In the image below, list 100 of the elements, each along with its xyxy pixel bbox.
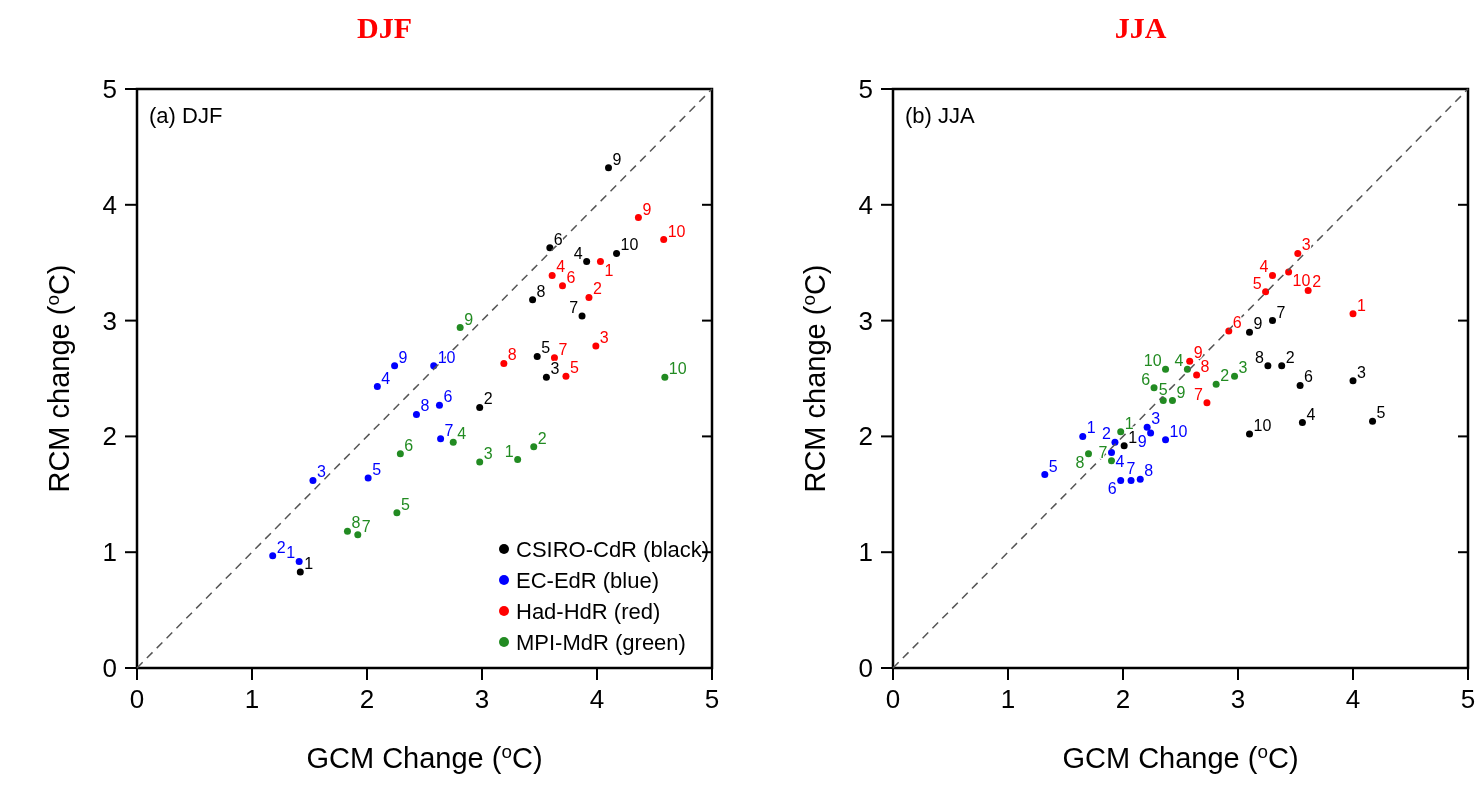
annotation: 7	[1098, 443, 1108, 461]
point	[500, 359, 508, 367]
annotation: 10	[668, 360, 687, 378]
x-tick-label: 5	[1460, 684, 1476, 714]
annotation: 8	[536, 282, 546, 300]
annotation: 8	[507, 346, 517, 364]
annotation: 5	[400, 495, 410, 513]
annotation: 4	[457, 425, 467, 443]
annotation: 4	[381, 369, 391, 387]
annotation: 5	[372, 461, 382, 479]
annotation: 5	[1252, 274, 1262, 292]
annotation: 4	[556, 258, 566, 276]
annotation: 7	[569, 298, 579, 316]
y-tick-label: 4	[102, 189, 117, 220]
y-tick-label: 0	[102, 653, 117, 683]
point	[542, 373, 550, 381]
annotation: (a) DJF	[149, 103, 223, 128]
x-tick-label: 2	[1115, 684, 1131, 714]
annotation: 2	[1220, 367, 1230, 385]
point	[1296, 381, 1304, 389]
y-tick-label: 2	[102, 421, 117, 452]
point	[1304, 286, 1312, 294]
annotation: 6	[553, 230, 563, 248]
point	[1278, 362, 1286, 370]
point	[548, 271, 556, 279]
y-tick-label: 4	[858, 189, 873, 220]
point	[476, 403, 484, 411]
legend-label: Had-HdR (red)	[516, 599, 661, 624]
point	[605, 164, 612, 172]
point	[373, 383, 381, 391]
y-tick-label: 1	[102, 537, 117, 568]
annotation: 10	[1253, 417, 1272, 435]
annotation: 7	[444, 421, 454, 439]
point	[391, 362, 399, 370]
point	[1186, 357, 1194, 365]
point	[1193, 371, 1201, 379]
annotation: 1	[304, 554, 314, 572]
chart-title: DJF	[357, 11, 412, 44]
annotation: 3	[483, 444, 493, 462]
point	[1117, 476, 1125, 484]
point	[476, 458, 484, 466]
y-tick-label: 5	[858, 74, 873, 104]
annotation: 4	[573, 244, 583, 262]
annotation: 8	[1254, 348, 1264, 366]
y-tick-label: 1	[858, 537, 873, 568]
point	[437, 435, 445, 443]
x-tick-label: 3	[1230, 684, 1246, 714]
annotation: 8	[1144, 462, 1154, 480]
y-tick-label: 0	[858, 653, 873, 683]
point	[456, 324, 464, 332]
point	[296, 568, 304, 576]
annotation: 2	[483, 390, 493, 408]
x-tick-label: 5	[704, 684, 720, 714]
annotation: 10	[1143, 352, 1162, 370]
point	[449, 438, 457, 446]
point	[1212, 380, 1220, 388]
point	[1246, 430, 1253, 438]
point	[661, 373, 669, 381]
point	[1203, 399, 1211, 407]
annotation: 7	[558, 340, 568, 358]
point	[514, 456, 522, 464]
annotation: 1	[286, 544, 296, 562]
annotation: 2	[1102, 425, 1112, 443]
annotation: 8	[1200, 358, 1210, 376]
annotation: 6	[1107, 480, 1117, 498]
annotation: (b) JJA	[905, 103, 975, 128]
annotation: 4	[1174, 352, 1184, 370]
point	[533, 353, 541, 360]
point	[396, 450, 404, 458]
annotation: 6	[1141, 370, 1151, 388]
point	[550, 354, 558, 362]
point	[530, 443, 538, 451]
x-tick-label: 3	[474, 684, 490, 714]
annotation: 7	[1194, 385, 1204, 403]
point	[1120, 442, 1128, 450]
x-tick-label: 1	[1000, 684, 1016, 714]
point	[1246, 328, 1253, 336]
point	[1143, 423, 1151, 431]
y-tick-label: 5	[102, 74, 117, 104]
annotation: 9	[1137, 432, 1147, 450]
annotation: 6	[443, 388, 453, 406]
annotation: 5	[1048, 457, 1058, 475]
point	[1269, 317, 1276, 325]
point	[592, 342, 600, 350]
y-tick-label: 3	[858, 305, 873, 336]
annotation: 10	[437, 348, 456, 366]
point	[1294, 249, 1302, 257]
point	[1147, 429, 1155, 437]
point	[1369, 417, 1377, 425]
point	[1150, 384, 1158, 392]
annotation: 3	[599, 329, 609, 347]
point	[412, 410, 420, 418]
annotation: 7	[1276, 303, 1286, 321]
x-tick-label: 2	[359, 684, 375, 714]
point	[578, 312, 586, 320]
point	[1127, 476, 1135, 484]
point	[529, 296, 537, 304]
annotation: 6	[566, 268, 576, 286]
point	[1269, 271, 1276, 279]
point	[1108, 457, 1115, 465]
